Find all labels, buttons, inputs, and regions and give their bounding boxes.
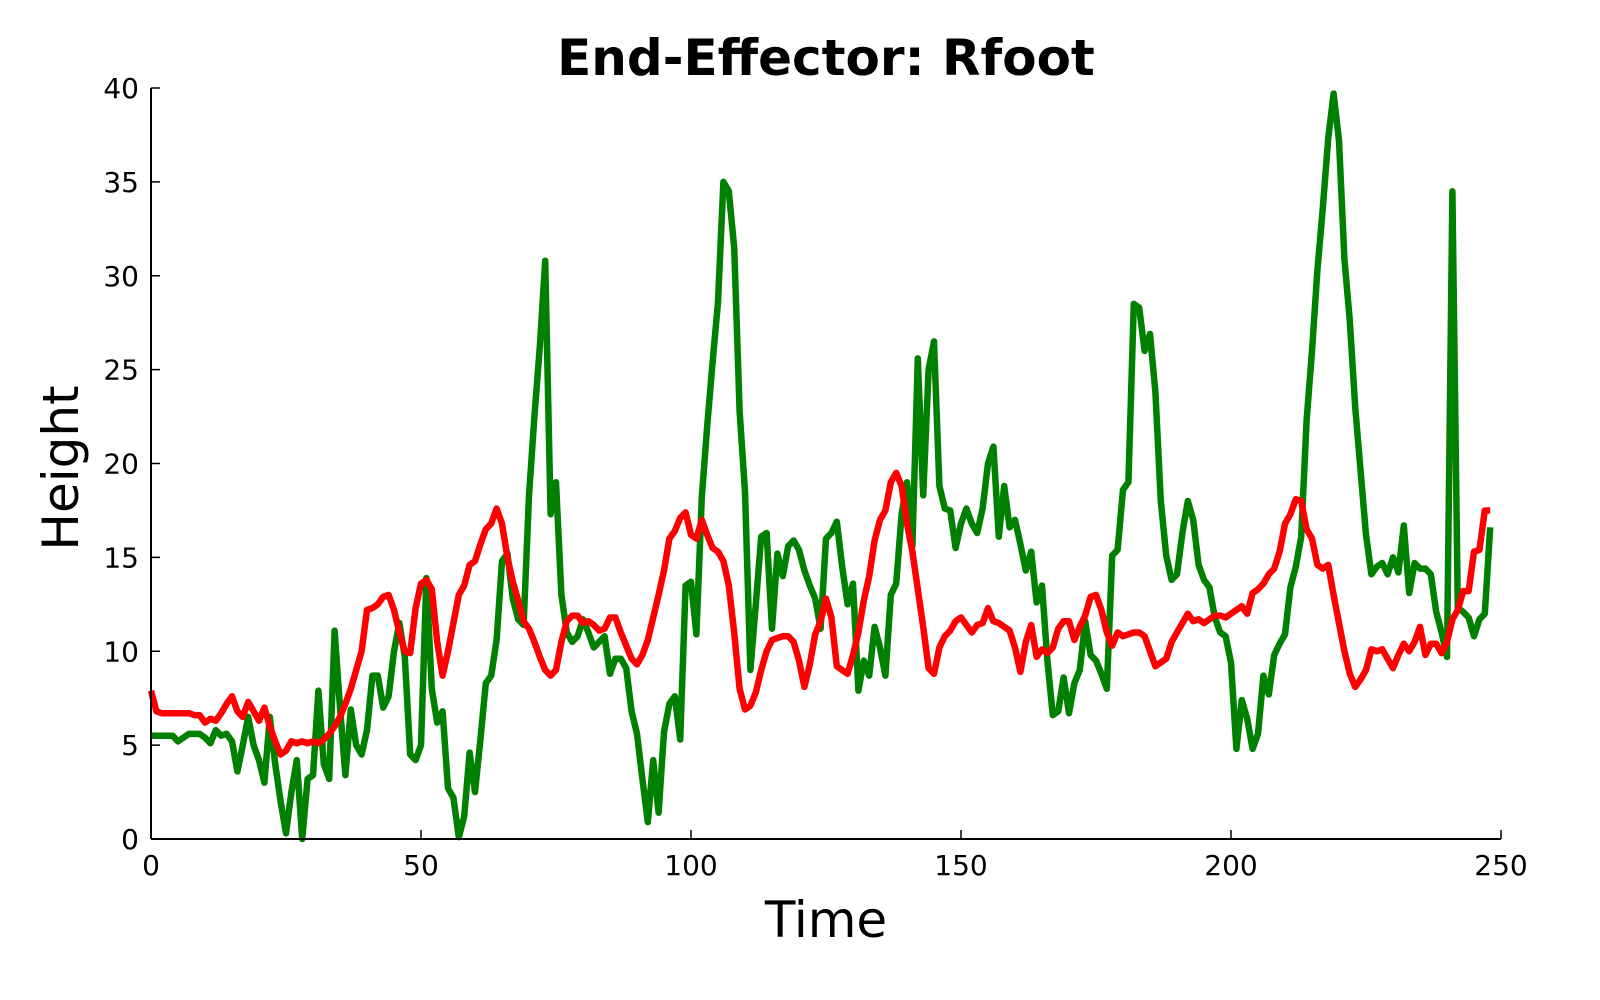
x-tick-label: 200 (1204, 849, 1257, 882)
chart-title: End-Effector: Rfoot (557, 29, 1095, 87)
y-tick-label: 25 (103, 354, 139, 387)
data-line (147, 469, 1491, 758)
y-axis-label: Height (32, 385, 90, 550)
x-tick-label: 250 (1474, 849, 1527, 882)
x-tick-label: 150 (934, 849, 987, 882)
y-tick-label: 15 (103, 541, 139, 574)
x-tick-label: 100 (664, 849, 717, 882)
y-tick-label: 10 (103, 635, 139, 668)
y-tick-label: 40 (103, 72, 139, 105)
data-line (151, 90, 1494, 843)
x-tick-label: 0 (142, 849, 160, 882)
y-tick-label: 35 (103, 166, 139, 199)
y-tick-label: 20 (103, 448, 139, 481)
y-tick-label: 5 (121, 729, 139, 762)
x-tick-label: 50 (403, 849, 439, 882)
x-axis-label: Time (764, 891, 887, 949)
y-tick-label: 0 (121, 823, 139, 856)
y-tick-label: 30 (103, 260, 139, 293)
